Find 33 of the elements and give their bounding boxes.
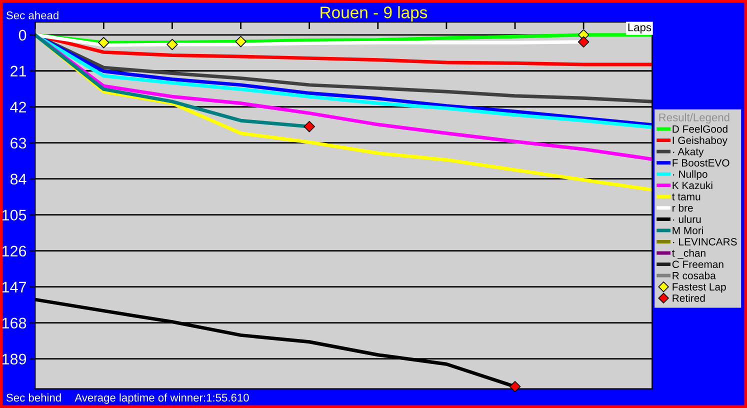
- chart-title: Rouen - 9 laps: [320, 6, 428, 22]
- legend-label: r bre: [672, 204, 693, 212]
- point: [578, 36, 590, 48]
- y-tick-label: 21: [10, 66, 26, 76]
- point: [98, 36, 110, 48]
- text: Sec behind: [6, 393, 61, 402]
- legend-label: t tamu: [672, 194, 700, 200]
- legend-label: I Geishaboy: [672, 136, 728, 146]
- point: [304, 120, 315, 132]
- legend-label: Retired: [672, 294, 705, 302]
- legend-label: · LEVINCARS: [673, 238, 737, 246]
- x-axis-title: Laps: [628, 24, 652, 34]
- legend-label: · Akaty: [673, 148, 704, 158]
- legend-label: M Mori: [672, 226, 704, 234]
- legend-label: C Freeman: [672, 260, 724, 268]
- point: [235, 36, 246, 48]
- legend-label: K Kazuki: [672, 181, 712, 190]
- legend-label: F BoostEVO: [672, 159, 730, 167]
- legend-label: D FeelGood: [672, 125, 728, 133]
- legend-label: R cosaba: [672, 272, 716, 280]
- point: [166, 38, 178, 50]
- legend-label: · uluru: [673, 215, 701, 223]
- y-tick-label: 0: [18, 30, 26, 41]
- legend-title: Result/Legend: [659, 113, 730, 124]
- point: [509, 380, 521, 392]
- text: Average laptime of winner:1:55.610: [74, 393, 249, 404]
- legend-label: Fastest Lap: [672, 283, 726, 293]
- y-tick-label: 42: [10, 102, 26, 112]
- legend-label: t _chan: [672, 249, 706, 259]
- y-axis-title: Sec ahead: [6, 11, 58, 20]
- legend-label: · Nullpo: [673, 170, 708, 180]
- y-tick-label: 84: [10, 174, 26, 185]
- y-tick-label: 63: [10, 138, 26, 149]
